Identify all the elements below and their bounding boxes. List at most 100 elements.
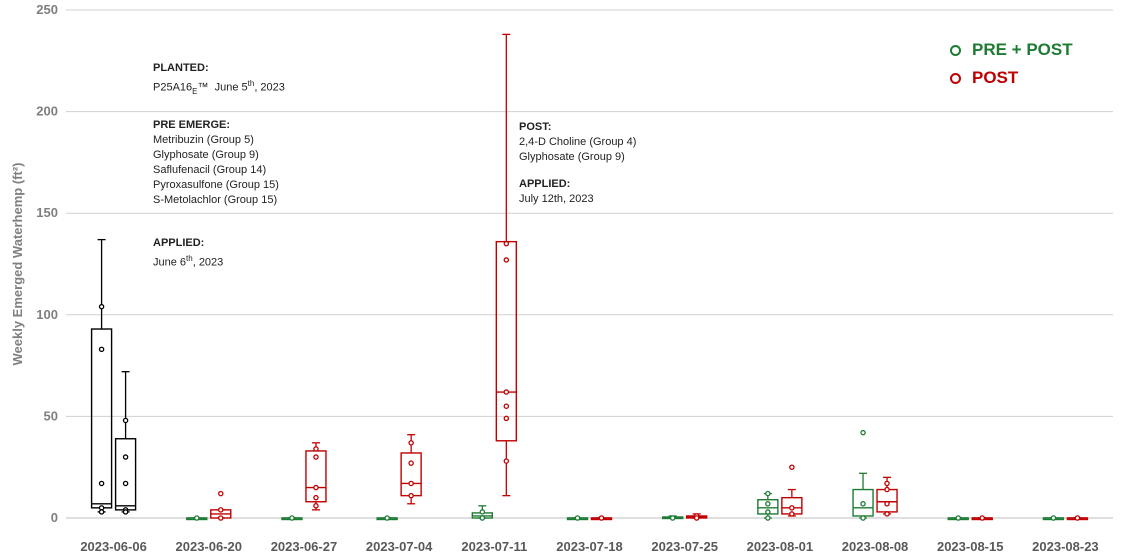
box-plot (661, 515, 684, 521)
applied-heading: APPLIED: (153, 237, 205, 249)
data-point (313, 454, 319, 460)
post-annotation: POST: 2,4-D Choline (Group 4) Glyphosate… (519, 120, 636, 165)
data-point (122, 480, 129, 487)
pre-emerge-annotation: PRE EMERGE: Metribuzin (Group 5) Glyphos… (153, 118, 279, 208)
box-plot (1066, 515, 1089, 521)
data-point (384, 515, 390, 521)
x-tick-label: 2023-06-27 (271, 539, 338, 554)
data-point (955, 515, 961, 521)
box-plot (971, 515, 993, 521)
post-item: Glyphosate (Group 9) (519, 151, 625, 163)
box (495, 240, 518, 442)
planted-text: P25A16E™ June 5th, 2023 (153, 79, 285, 96)
x-tick-label: 2023-07-18 (556, 539, 623, 554)
data-point (122, 417, 129, 424)
y-tick-label: 100 (36, 307, 58, 322)
box-plot (1042, 515, 1065, 521)
box (876, 488, 898, 513)
data-point (218, 507, 224, 513)
data-point (884, 486, 890, 493)
data-point (884, 511, 890, 517)
x-tick-label: 2023-08-08 (842, 539, 909, 554)
legend-item-post: POST (948, 64, 1073, 92)
data-point (98, 303, 105, 310)
data-point (479, 515, 486, 521)
data-point (789, 464, 795, 470)
data-point (503, 415, 510, 422)
data-point (860, 429, 866, 436)
circle-marker-icon (950, 72, 961, 84)
x-axis: 2023-06-06 2023-06-20 2023-06-27 2023-07-04… (66, 517, 1113, 554)
box-plot (186, 515, 208, 521)
x-tick-label: 2023-06-20 (176, 539, 243, 554)
post-item: 2,4-D Choline (Group 4) (519, 136, 637, 148)
box-plot (876, 476, 898, 517)
x-tick-label: 2023-08-15 (937, 539, 1004, 554)
pre-emerge-item: Metribuzin (Group 5) (153, 134, 254, 146)
data-point (884, 480, 890, 487)
box-plot (495, 33, 518, 497)
data-point (503, 389, 510, 395)
data-point (313, 484, 319, 491)
data-point (765, 501, 771, 507)
box-plot (90, 238, 113, 515)
data-point (860, 501, 866, 507)
box (114, 438, 137, 511)
pre-emerge-item: Pyroxasulfone (Group 15) (153, 179, 279, 191)
y-tick-label: 0 (51, 510, 58, 525)
pre-emerge-heading: PRE EMERGE: (153, 119, 231, 131)
data-point (884, 501, 890, 507)
data-point (669, 515, 676, 521)
box-plots (90, 33, 1089, 521)
data-point (98, 509, 105, 515)
x-tick-label: 2023-07-25 (651, 539, 718, 554)
data-point (979, 515, 985, 521)
box (400, 452, 422, 497)
box-plot (566, 515, 589, 521)
box-plot (400, 434, 422, 505)
data-point (98, 346, 105, 353)
data-point (765, 509, 771, 515)
data-point (122, 454, 129, 460)
y-tick-label: 150 (36, 205, 58, 220)
applied-text: June 6th, 2023 (153, 254, 224, 269)
data-point (693, 515, 700, 521)
box-plot (281, 515, 303, 521)
applied-heading: APPLIED: (519, 178, 571, 190)
applied-annotation-2: APPLIED: July 12th, 2023 (519, 177, 594, 207)
y-tick-label: 200 (36, 104, 58, 119)
x-tick-label: 2023-08-01 (747, 539, 814, 554)
data-point (789, 505, 795, 511)
data-point (408, 492, 414, 499)
legend-label: POST (972, 68, 1019, 87)
x-tick-label: 2023-07-11 (461, 539, 527, 554)
y-tick-label: 50 (44, 408, 58, 423)
y-axis-label: Weekly Emerged Waterhemp (ft²) (10, 163, 25, 366)
data-point (289, 515, 295, 521)
pre-emerge-item: Glyphosate (Group 9) (153, 149, 259, 161)
data-point (503, 257, 510, 263)
box-plot (685, 513, 708, 521)
legend-label: PRE + POST (972, 40, 1073, 59)
data-point (194, 515, 200, 521)
applied-annotation-1: APPLIED: June 6th, 2023 (153, 236, 223, 271)
data-point (860, 515, 866, 521)
data-point (313, 494, 319, 501)
y-tick-label: 250 (36, 2, 58, 17)
data-point (408, 460, 414, 466)
box-plot (376, 515, 398, 521)
applied-text: July 12th, 2023 (519, 193, 594, 205)
y-axis: 0 50 100 150 200 250 (36, 2, 58, 525)
data-point (218, 490, 224, 497)
data-point (313, 503, 319, 509)
box-plot (590, 515, 613, 521)
data-point (503, 458, 510, 464)
x-tick-label: 2023-06-06 (80, 539, 147, 554)
data-point (503, 403, 510, 409)
data-point (765, 490, 771, 497)
x-tick-label: 2023-08-23 (1032, 539, 1099, 554)
planting-annotation: PLANTED: P25A16E™ June 5th, 2023 (153, 61, 285, 99)
x-tick-label: 2023-07-04 (366, 539, 433, 554)
planted-heading: PLANTED: (153, 62, 209, 74)
